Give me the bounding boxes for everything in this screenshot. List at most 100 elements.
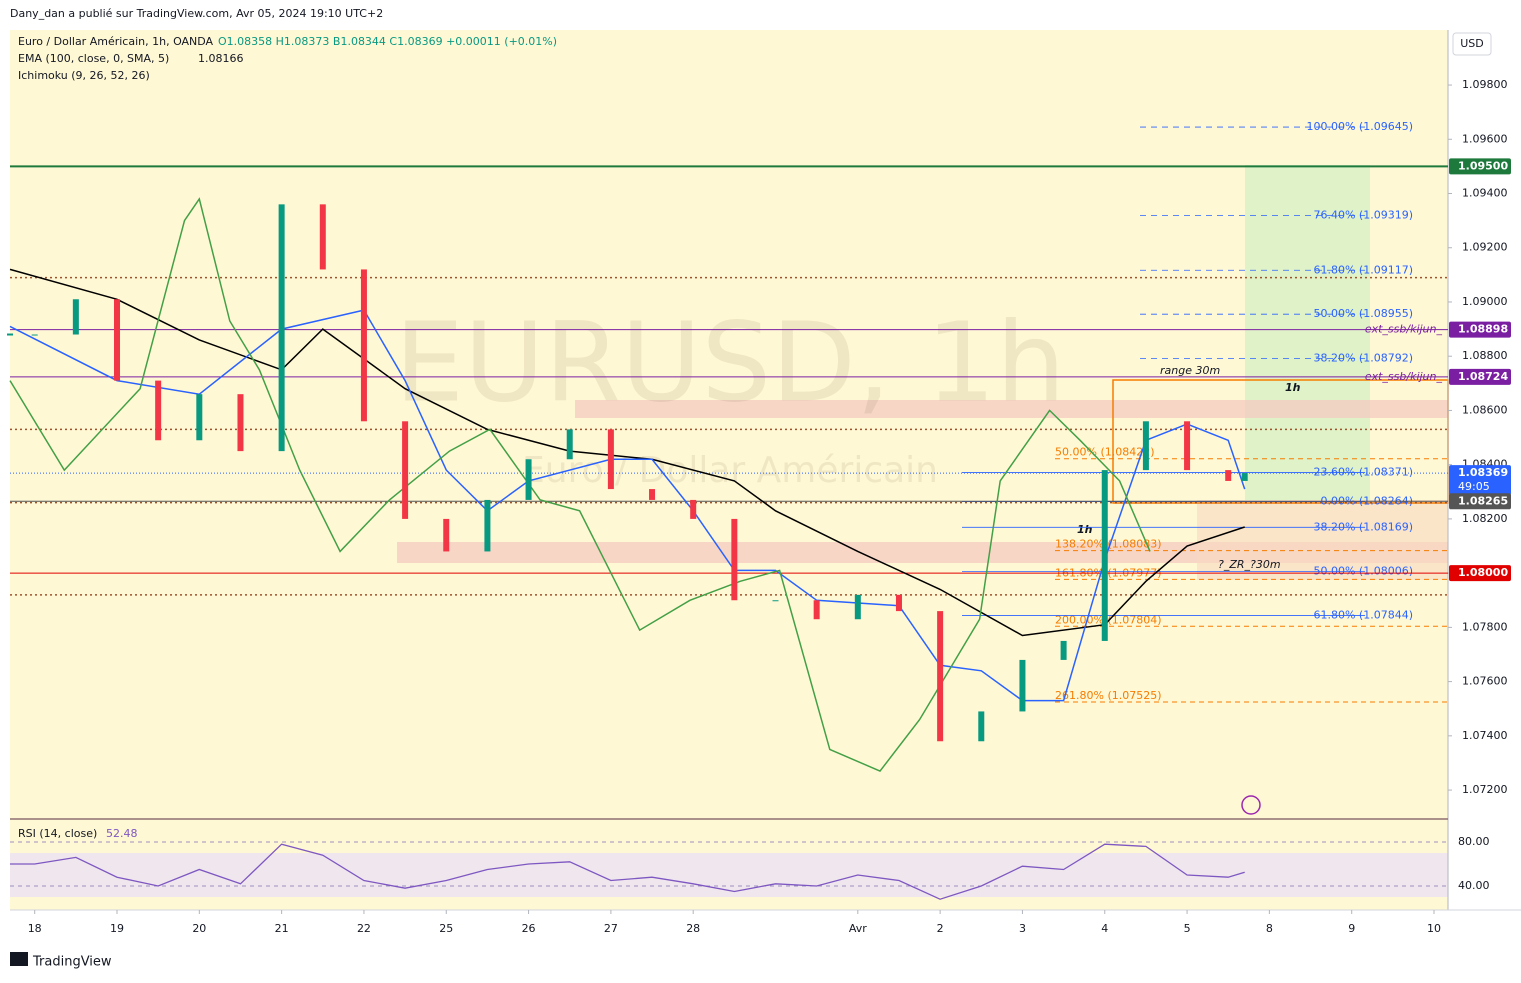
price-label: 1.08898: [1458, 323, 1508, 336]
brand: TradingView: [32, 955, 112, 970]
annotation: ?_ZR_?30m: [1218, 558, 1281, 571]
fib-label: 76.40% (1.09319): [1313, 208, 1413, 221]
y-tick-label: 1.09400: [1462, 187, 1508, 200]
indicator-line: [9, 268, 1245, 637]
price-label-box: [1449, 158, 1511, 175]
y-tick-label: 1.09000: [1462, 295, 1508, 308]
supply-zone: [575, 400, 1448, 418]
ohlc: O1.08358 H1.08373 B1.08344 C1.08369 +0.0…: [218, 35, 557, 48]
price-label-box: [1449, 465, 1511, 496]
x-tick-label: 3: [1019, 922, 1026, 935]
candle: [1142, 421, 1149, 471]
candle: [895, 594, 902, 612]
candle: [772, 600, 779, 602]
rsi-title: RSI (14, close): [18, 827, 97, 840]
y-tick-label: 1.07600: [1462, 675, 1508, 688]
rsi-tick-label: 40.00: [1458, 879, 1490, 892]
candle: [237, 394, 244, 452]
brand-logo: [10, 952, 28, 966]
candle: [813, 600, 820, 620]
y-tick-label: 1.09800: [1462, 78, 1508, 91]
fib-label: 138.20% (1.08083): [1055, 538, 1162, 551]
x-tick-label: 27: [604, 922, 618, 935]
candle: [607, 429, 614, 490]
price-label: 1.09500: [1458, 159, 1508, 172]
price-label: 1.08265: [1458, 494, 1508, 507]
candle: [278, 204, 285, 452]
x-tick-label: 22: [357, 922, 371, 935]
price-line-text: ext_ssb/kijun_: [1365, 370, 1443, 383]
publisher: Dany_dan a publié sur TradingView.com, A…: [10, 7, 383, 20]
currency-box[interactable]: [1452, 32, 1492, 56]
price-line-text: ext_ssb/kijun_: [1365, 323, 1443, 336]
indicator-line: [9, 197, 1151, 773]
x-tick-label: 28: [686, 922, 700, 935]
candle: [566, 429, 573, 460]
y-tick-label: 1.08800: [1462, 349, 1508, 362]
annotation: 1h: [1285, 381, 1301, 394]
symbol: Euro / Dollar Américain, 1h, OANDA: [18, 35, 214, 48]
rsi-line: [10, 843, 1245, 900]
fib-label: 23.60% (1.08371): [1313, 466, 1413, 479]
x-tick-label: 20: [192, 922, 206, 935]
alert-icon[interactable]: [1241, 795, 1261, 815]
candle: [1019, 659, 1026, 712]
fib-label: 200.00% (1.07804): [1055, 613, 1162, 626]
candle: [1184, 421, 1191, 471]
ichimoku-title: Ichimoku (9, 26, 52, 26): [18, 69, 150, 82]
candle: [525, 459, 532, 500]
currency[interactable]: USD: [1460, 37, 1484, 50]
candle: [1241, 473, 1248, 481]
candle: [31, 334, 38, 336]
fib-label: 261.80% (1.07525): [1055, 689, 1162, 702]
ema-value: 1.08166: [198, 52, 244, 65]
price-label: 1.08369: [1458, 466, 1508, 479]
candle: [72, 299, 79, 335]
candle: [196, 394, 203, 441]
price-label-box: [1449, 565, 1511, 582]
fib-label: 50.00% (1.08422): [1055, 446, 1155, 459]
candle: [484, 499, 491, 552]
x-tick-label: 10: [1427, 922, 1441, 935]
price-label: 1.08724: [1458, 370, 1508, 383]
x-tick-label: 2: [937, 922, 944, 935]
price-label-box: [1449, 493, 1511, 510]
candle: [1101, 470, 1108, 641]
candle: [360, 269, 367, 422]
price-label-box: [1449, 321, 1511, 338]
y-tick-label: 1.07200: [1462, 783, 1508, 796]
target-zone: [1245, 165, 1370, 500]
y-tick-label: 1.07400: [1462, 729, 1508, 742]
y-tick-label: 1.09600: [1462, 132, 1508, 145]
candle: [854, 594, 861, 620]
candle: [1060, 640, 1067, 660]
candle: [1225, 470, 1232, 481]
fib-label: 38.20% (1.08169): [1313, 520, 1413, 533]
x-tick-label: 26: [522, 922, 536, 935]
y-tick-label: 1.09200: [1462, 241, 1508, 254]
red-zone: [1197, 500, 1448, 580]
watermark-sub: Euro / Dollar Américain: [522, 450, 938, 491]
fib-label: 61.80% (1.07844): [1313, 608, 1413, 621]
x-tick-label: 9: [1348, 922, 1355, 935]
y-tick-label: 1.08600: [1462, 403, 1508, 416]
rsi-last: 52.48: [106, 827, 138, 840]
candle: [114, 299, 121, 381]
x-tick-label: 21: [275, 922, 289, 935]
countdown: 49:05: [1458, 480, 1490, 493]
candle: [319, 204, 326, 270]
candle: [731, 518, 738, 601]
fib-label: 50.00% (1.08006): [1313, 565, 1413, 578]
x-tick-label: 5: [1184, 922, 1191, 935]
price-label-box: [1449, 368, 1511, 385]
candle: [402, 421, 409, 519]
x-tick-label: Avr: [849, 922, 867, 935]
y-tick-label: 1.08200: [1462, 512, 1508, 525]
watermark: EURUSD, 1h: [394, 298, 1065, 426]
annotation: 1h: [1077, 523, 1093, 536]
fib-label: 50.00% (1.08955): [1313, 307, 1413, 320]
rsi-tick-label: 80.00: [1458, 835, 1490, 848]
candle: [155, 380, 162, 441]
candle: [690, 499, 697, 519]
